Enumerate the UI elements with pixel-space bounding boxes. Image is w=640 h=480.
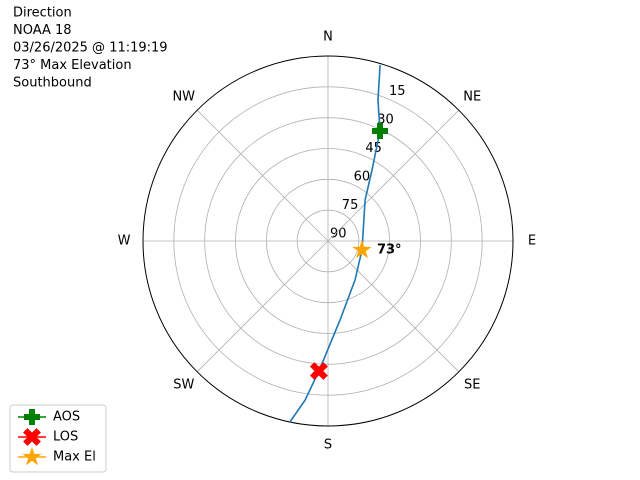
- annotation: 73°: [377, 242, 402, 257]
- r-tick-label: 15: [389, 84, 406, 99]
- grid-spoke: [196, 240, 329, 373]
- r-tick-label: 75: [342, 198, 359, 213]
- legend-label: LOS: [53, 430, 78, 445]
- grid-spoke: [327, 240, 460, 373]
- track-line: [289, 64, 381, 423]
- legend-label: Max El: [53, 450, 96, 465]
- title-line: Direction: [13, 6, 72, 21]
- grid-spoke: [196, 109, 329, 242]
- theta-label: NE: [463, 89, 481, 104]
- marker-x: [309, 362, 328, 380]
- title-line: 03/26/2025 @ 11:19:19: [13, 41, 168, 56]
- legend-marker: [22, 446, 42, 466]
- theta-label: SW: [173, 378, 194, 393]
- theta-label: N: [323, 30, 333, 45]
- title-line: NOAA 18: [13, 23, 72, 38]
- r-tick-label: 60: [354, 170, 371, 185]
- grid-spoke: [327, 109, 460, 242]
- r-tick-label: 90: [330, 227, 347, 242]
- title-line: Southbound: [13, 76, 92, 91]
- theta-label: S: [324, 438, 332, 453]
- legend-label: AOS: [53, 410, 80, 425]
- title-line: 73° Max Elevation: [13, 58, 132, 73]
- legend-marker: [24, 409, 40, 425]
- theta-label: SE: [464, 378, 480, 393]
- polar-frame: [142, 55, 514, 427]
- r-tick-label: 45: [365, 141, 382, 156]
- theta-label: E: [528, 234, 536, 249]
- legend-marker: [23, 428, 41, 446]
- theta-label: W: [118, 234, 131, 249]
- marker-plus: [372, 122, 389, 139]
- theta-label: NW: [172, 89, 195, 104]
- marker-star: [352, 239, 372, 259]
